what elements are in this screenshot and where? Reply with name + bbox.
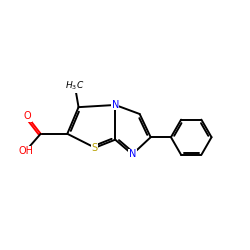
Text: OH: OH <box>18 146 33 156</box>
Text: O: O <box>24 112 31 122</box>
Text: S: S <box>92 143 98 153</box>
Text: N: N <box>129 149 136 159</box>
Text: $H_3C$: $H_3C$ <box>65 80 84 92</box>
Text: N: N <box>112 100 119 110</box>
